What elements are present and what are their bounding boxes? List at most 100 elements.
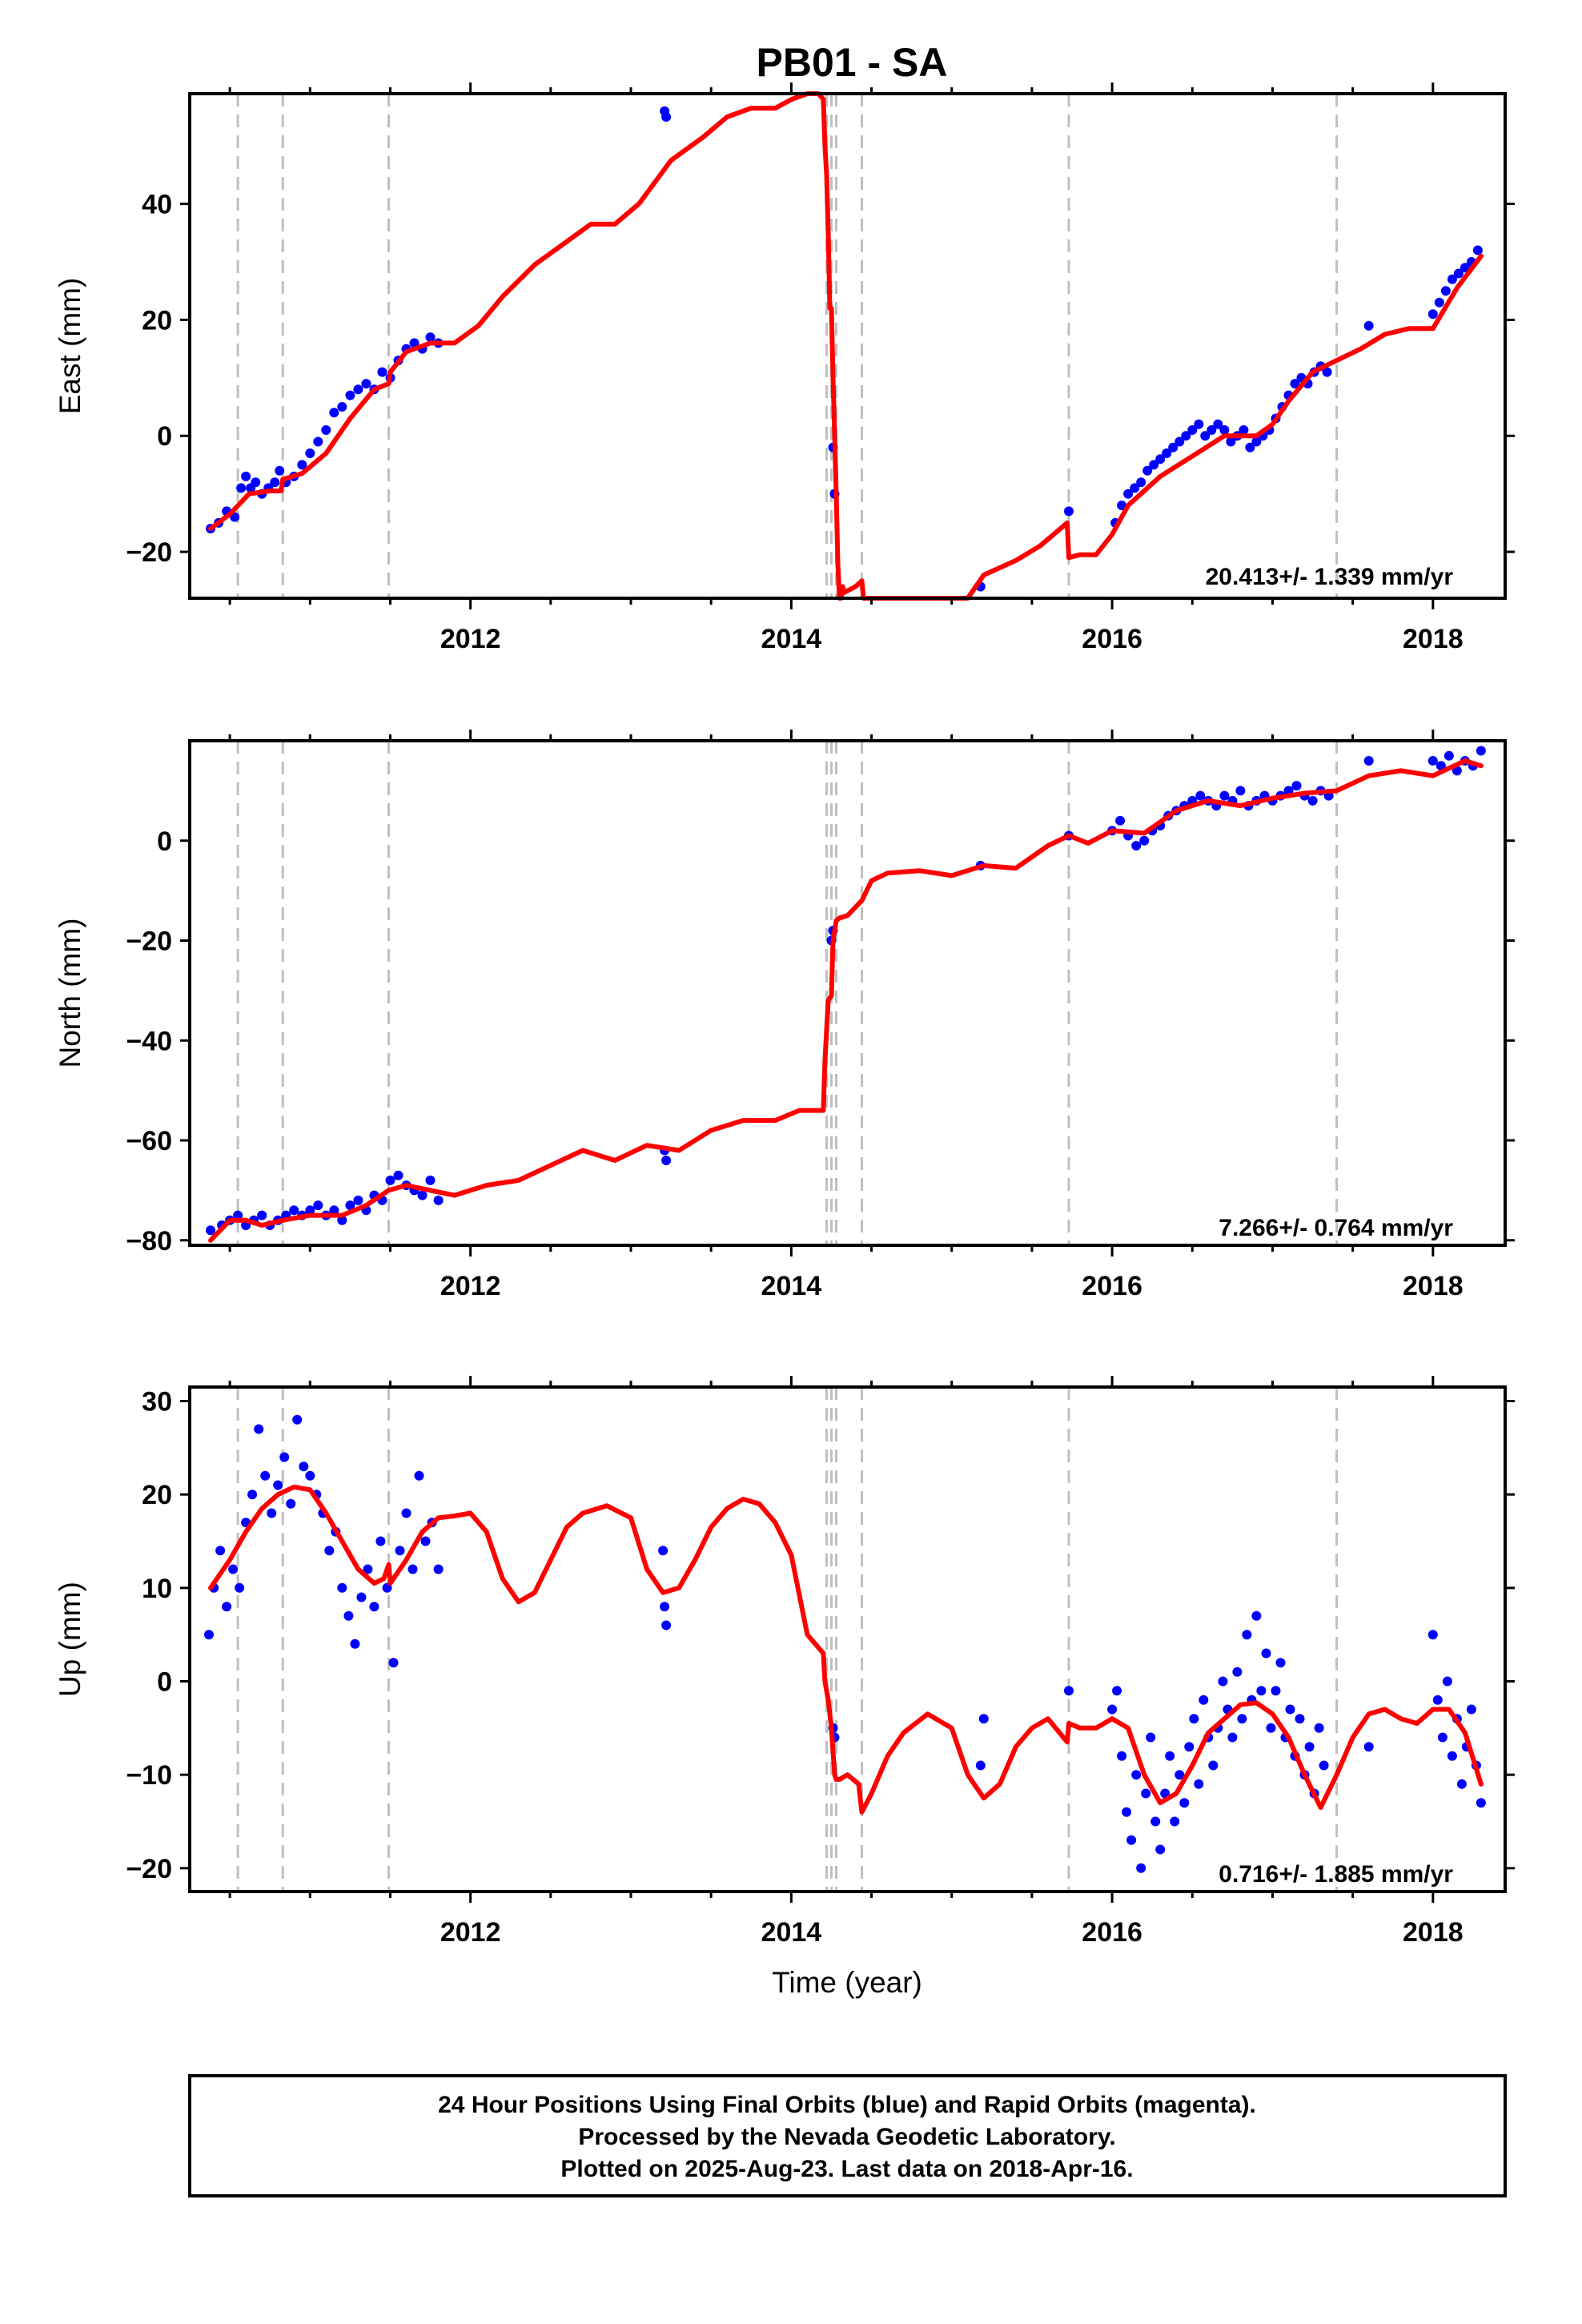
data-point-north	[385, 1175, 396, 1185]
data-point-east	[236, 483, 247, 493]
data-point-up	[222, 1602, 232, 1612]
data-point-east	[337, 402, 347, 412]
data-point-east	[1440, 286, 1451, 296]
data-point-east	[1194, 419, 1204, 429]
data-point-up	[1199, 1695, 1209, 1705]
data-point-north	[417, 1190, 428, 1200]
data-point-up	[324, 1546, 335, 1556]
figure-title: PB01 - SA	[757, 40, 948, 85]
plot-frame-east	[188, 92, 1507, 600]
x-ticks-north: 2012 2014 2016 2018	[228, 730, 1464, 1301]
x-tick-label-east: 2016	[1082, 624, 1142, 654]
data-point-up	[1150, 1816, 1161, 1827]
y-tick-label-up: 20	[142, 1480, 172, 1510]
data-point-north	[345, 1200, 355, 1211]
data-point-up	[228, 1564, 239, 1574]
data-point-up	[1476, 1798, 1486, 1808]
data-point-up	[1165, 1751, 1175, 1761]
data-point-up	[1242, 1630, 1252, 1640]
data-point-up	[1170, 1816, 1180, 1827]
y-axis-label-up: Up (mm)	[54, 1582, 86, 1697]
data-point-east	[1447, 274, 1457, 284]
data-point-north	[233, 1210, 243, 1220]
data-point-north	[1363, 756, 1374, 766]
data-point-up	[235, 1582, 245, 1593]
y-tick-label-north: −40	[126, 1026, 172, 1056]
data-point-up	[292, 1414, 303, 1425]
data-point-up	[1432, 1695, 1443, 1705]
data-point-north	[289, 1205, 299, 1216]
data-point-up	[388, 1658, 399, 1668]
y-tick-label-east: 0	[157, 421, 172, 452]
data-point-up	[1155, 1844, 1166, 1855]
data-point-east	[275, 465, 285, 476]
data-point-east	[251, 477, 261, 488]
data-point-up	[414, 1470, 424, 1481]
data-point-up	[279, 1452, 290, 1462]
data-point-up	[395, 1546, 405, 1556]
x-ticks-east: 2012 2014 2016 2018	[228, 82, 1464, 654]
data-point-north	[1307, 795, 1318, 806]
x-tick-label-east: 2018	[1403, 624, 1464, 654]
data-point-up	[1126, 1835, 1137, 1845]
data-point-north	[661, 1156, 672, 1165]
data-point-east	[297, 460, 307, 470]
data-point-up	[343, 1610, 354, 1621]
data-point-up	[1456, 1779, 1467, 1789]
model-line-north	[208, 758, 1484, 1243]
data-point-up	[1064, 1686, 1074, 1696]
y-tick-label-up: −20	[126, 1854, 172, 1884]
y-tick-label-east: 20	[142, 305, 172, 336]
x-ticks-up: 2012 2014 2016 2018	[228, 1376, 1464, 1948]
data-point-up	[1285, 1704, 1295, 1715]
data-point-up	[267, 1508, 277, 1518]
data-point-east	[1123, 489, 1134, 499]
data-point-up	[1174, 1770, 1185, 1780]
data-point-up	[350, 1638, 360, 1649]
event-lines-up	[236, 1387, 1339, 1892]
data-point-up	[1208, 1760, 1219, 1771]
data-point-east	[1460, 263, 1470, 273]
data-point-up	[1189, 1714, 1199, 1724]
data-point-up	[1275, 1658, 1286, 1668]
data-point-east	[1130, 483, 1140, 493]
data-point-up	[1442, 1676, 1452, 1687]
data-point-east	[1142, 465, 1153, 476]
data-point-up	[1122, 1807, 1132, 1817]
data-point-up	[658, 1546, 669, 1556]
data-point-north	[1131, 841, 1142, 850]
data-points-up	[204, 1414, 1486, 1873]
data-point-east	[377, 367, 387, 377]
data-point-up	[215, 1546, 226, 1556]
y-ticks-east: −20 0 20 40	[126, 190, 1515, 568]
data-point-up	[1237, 1714, 1247, 1724]
data-point-east	[1162, 448, 1172, 458]
data-point-north	[353, 1195, 363, 1205]
data-point-up	[401, 1508, 412, 1518]
data-point-north	[425, 1175, 436, 1185]
data-point-east	[1064, 506, 1074, 517]
data-point-up	[1427, 1630, 1438, 1640]
data-point-up	[1314, 1723, 1324, 1733]
data-point-up	[1261, 1648, 1271, 1659]
data-point-east	[661, 112, 672, 122]
data-point-up	[1466, 1704, 1476, 1715]
data-point-east	[1472, 245, 1483, 255]
data-point-up	[260, 1470, 271, 1481]
model-line-east	[208, 91, 1484, 601]
plot-frame-north	[188, 739, 1507, 1247]
data-point-east	[1213, 419, 1223, 429]
data-point-east	[1174, 436, 1185, 447]
data-point-east	[321, 425, 331, 435]
data-point-east	[1251, 436, 1262, 447]
x-tick-label-up: 2018	[1403, 1917, 1464, 1948]
data-point-east	[361, 379, 371, 389]
data-point-north	[1235, 786, 1246, 796]
y-axis-label-north: North (mm)	[54, 918, 86, 1068]
data-point-up	[204, 1630, 214, 1640]
footer-line-2: Processed by the Nevada Geodetic Laborat…	[578, 2124, 1115, 2150]
data-point-up	[337, 1582, 347, 1593]
data-point-east	[1207, 425, 1217, 435]
data-point-up	[299, 1462, 309, 1472]
y-tick-label-east: 40	[142, 190, 172, 220]
